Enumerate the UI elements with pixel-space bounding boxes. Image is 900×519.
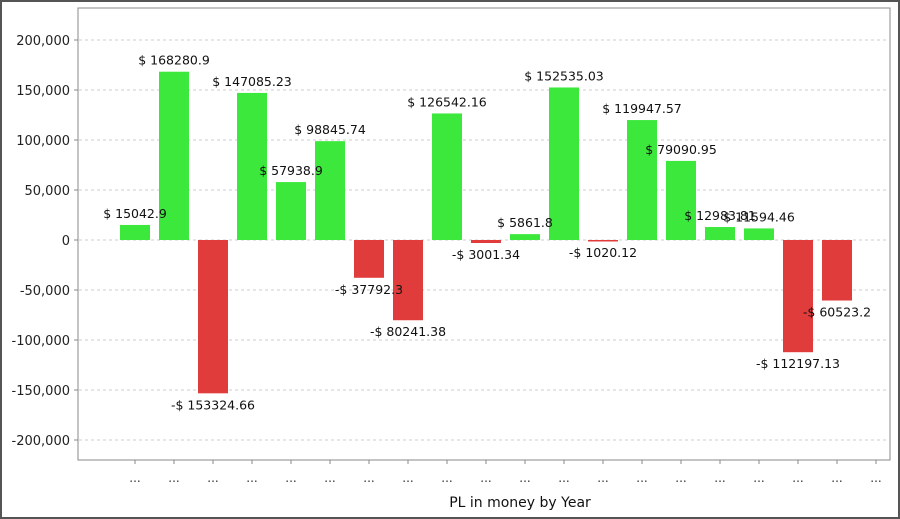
y-tick-label: -100,000 — [12, 334, 70, 349]
bar[interactable] — [471, 240, 501, 244]
x-tick-label: ... — [753, 471, 764, 485]
bar[interactable] — [432, 113, 462, 240]
bar[interactable] — [744, 228, 774, 240]
y-tick-label: 50,000 — [25, 184, 71, 199]
data-label: $ 57938.9 — [259, 163, 323, 178]
x-tick-label: ... — [207, 471, 218, 485]
data-label: -$ 153324.66 — [171, 397, 255, 412]
data-label: $ 79090.95 — [645, 142, 717, 157]
x-tick-label: ... — [792, 471, 803, 485]
x-tick-label: ... — [402, 471, 413, 485]
data-label: -$ 80241.38 — [370, 324, 446, 339]
grid-layer — [79, 39, 889, 441]
x-tick-label: ... — [285, 471, 296, 485]
bar[interactable] — [627, 120, 657, 240]
x-tick-label: ... — [831, 471, 842, 485]
x-axis-title: PL in money by Year — [449, 495, 591, 511]
bar[interactable] — [822, 240, 852, 301]
data-label: $ 119947.57 — [602, 101, 682, 116]
bar[interactable] — [198, 240, 228, 394]
x-tick-label: ... — [519, 471, 530, 485]
y-tick-label: 150,000 — [16, 84, 70, 99]
data-label: $ 12983.81 — [684, 208, 756, 223]
x-tick-label: ... — [636, 471, 647, 485]
bar[interactable] — [549, 87, 579, 241]
x-tick-label: ... — [480, 471, 491, 485]
bar[interactable] — [393, 240, 423, 321]
data-label: $ 5861.8 — [497, 215, 553, 230]
x-tick-label: ... — [597, 471, 608, 485]
bar[interactable] — [588, 240, 618, 242]
y-tick-label: 100,000 — [16, 134, 70, 149]
bar[interactable] — [120, 224, 150, 240]
y-tick-label: 0 — [62, 234, 70, 249]
bar[interactable] — [159, 71, 189, 240]
bar[interactable] — [315, 141, 345, 240]
bar[interactable] — [276, 182, 306, 240]
x-tick-label: ... — [324, 471, 335, 485]
data-label: -$ 37792.3 — [335, 282, 403, 297]
data-label: $ 126542.16 — [407, 94, 487, 109]
bar[interactable] — [666, 160, 696, 240]
bar[interactable] — [354, 240, 384, 278]
data-label: -$ 112197.13 — [756, 356, 840, 371]
x-tick-label: ... — [558, 471, 569, 485]
data-label: $ 15042.9 — [103, 206, 167, 221]
data-label: $ 98845.74 — [294, 122, 366, 137]
bar[interactable] — [237, 92, 267, 241]
x-tick-label: ... — [870, 471, 881, 485]
data-label: $ 11594.46 — [723, 209, 795, 224]
y-tick-label: -200,000 — [12, 434, 70, 449]
y-tick-label: -150,000 — [12, 384, 70, 399]
bars — [120, 71, 852, 394]
y-tick-label: -50,000 — [20, 284, 70, 299]
data-label: -$ 1020.12 — [569, 245, 637, 260]
data-label: $ 147085.23 — [212, 74, 292, 89]
data-label: -$ 60523.2 — [803, 305, 871, 320]
y-tick-label: 200,000 — [16, 34, 70, 49]
x-tick-label: ... — [168, 471, 179, 485]
x-tick-label: ... — [441, 471, 452, 485]
x-tick-label: ... — [714, 471, 725, 485]
x-tick-label: ... — [675, 471, 686, 485]
data-label: -$ 3001.34 — [452, 247, 520, 262]
data-label: $ 152535.03 — [524, 68, 604, 83]
x-tick-label: ... — [363, 471, 374, 485]
data-labels: $ 15042.9 $ 168280.9 -$ 153324.66 $ 147085.… — [103, 53, 871, 413]
data-label: $ 168280.9 — [138, 53, 210, 68]
x-axis-ticks: ........................................… — [129, 460, 882, 485]
x-tick-label: ... — [129, 471, 140, 485]
y-axis-ticks: 200,000 150,000 100,000 50,000 0 -50,000 -100,… — [12, 34, 78, 449]
bar[interactable] — [510, 234, 540, 240]
x-tick-label: ... — [246, 471, 257, 485]
bar[interactable] — [783, 240, 813, 353]
bar[interactable] — [705, 227, 735, 240]
